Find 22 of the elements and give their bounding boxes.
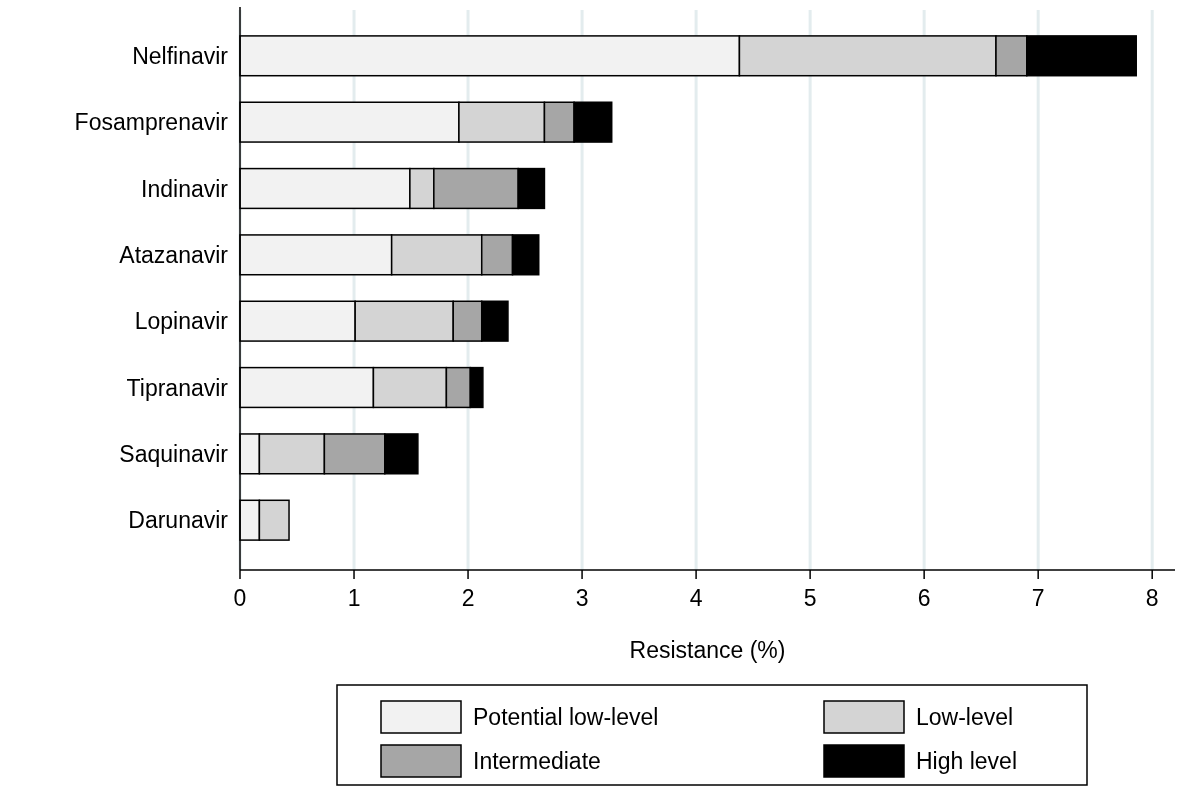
x-tick-label: 8 bbox=[1145, 585, 1159, 611]
x-tick-label: 2 bbox=[461, 585, 475, 611]
x-tick-label: 5 bbox=[803, 585, 817, 611]
legend-label: Low-level bbox=[916, 704, 1014, 731]
legend-label: High level bbox=[916, 748, 1017, 775]
legend-label: Intermediate bbox=[473, 748, 601, 775]
y-tick-label: Tipranavir bbox=[126, 374, 229, 401]
x-tick-label: 7 bbox=[1031, 585, 1045, 611]
y-tick-label: Atazanavir bbox=[119, 241, 229, 268]
legend-label: Potential low-level bbox=[473, 704, 659, 731]
x-tick-label: 0 bbox=[233, 585, 247, 611]
y-tick-label: Saquinavir bbox=[119, 440, 229, 467]
x-tick-label: 6 bbox=[917, 585, 931, 611]
x-tick-label: 3 bbox=[575, 585, 589, 611]
x-tick-label: 4 bbox=[689, 585, 703, 611]
y-tick-label: Fosamprenavir bbox=[74, 109, 229, 136]
y-tick-label: Nelfinavir bbox=[132, 42, 229, 69]
y-tick-label: Indinavir bbox=[141, 175, 229, 202]
x-tick-label: 1 bbox=[347, 585, 361, 611]
y-tick-label: Darunavir bbox=[128, 507, 229, 534]
x-axis-title: Resistance (%) bbox=[629, 637, 786, 663]
y-tick-label: Lopinavir bbox=[134, 308, 229, 335]
